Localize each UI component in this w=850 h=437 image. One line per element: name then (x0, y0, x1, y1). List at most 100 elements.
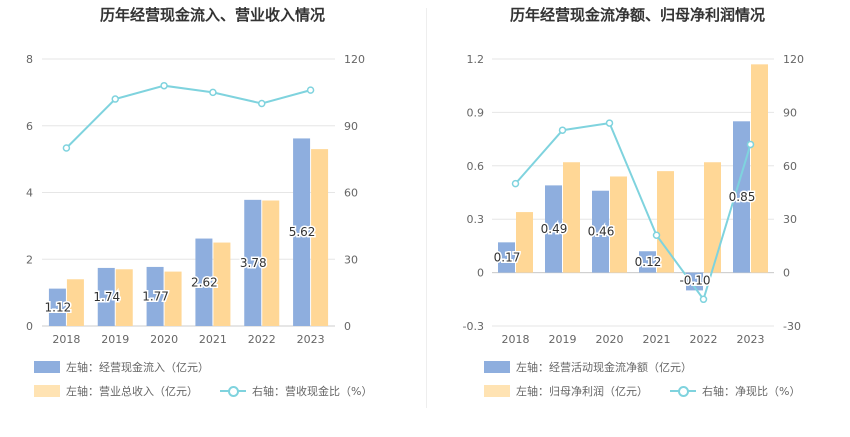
bar-series1 (97, 267, 115, 326)
chart-title-right: 历年经营现金流净额、归母净利润情况 (509, 6, 765, 24)
bar-series1 (195, 238, 213, 326)
bar-series2 (516, 212, 533, 273)
bar-series1 (498, 242, 515, 273)
y-left-tick-label: 1.2 (467, 53, 485, 66)
legend-swatch-line (670, 385, 696, 397)
bar-series1 (639, 251, 656, 273)
data-label: 0.46 (588, 225, 615, 239)
bar-series1 (244, 199, 262, 326)
line-point (558, 126, 567, 134)
x-tick-label: 2022 (690, 333, 718, 346)
y-right-tick-label: -30 (783, 320, 801, 333)
line-point (699, 295, 708, 304)
bar-series2 (704, 162, 721, 273)
legend-item-left-bar1[interactable]: 左轴：经营现金流入（亿元） (34, 359, 209, 375)
y-left-tick-label: 0.9 (467, 106, 485, 119)
bar-series2 (751, 64, 768, 273)
x-tick-label: 2018 (502, 333, 530, 346)
bar-series1 (592, 190, 609, 273)
bar-series1 (48, 288, 66, 326)
data-label: 0.17 (494, 250, 521, 264)
y-right-tick-label: 120 (344, 53, 365, 66)
legend-label: 左轴：归母净利润（亿元） (516, 385, 648, 398)
bar-series2 (657, 171, 674, 273)
y-right-tick-label: 0 (344, 320, 351, 333)
data-label: 1.12 (45, 300, 72, 314)
y-right-tick-label: 90 (344, 120, 358, 133)
bar-series2 (66, 279, 84, 326)
line-series (514, 121, 752, 302)
y-left-tick-label: 0.6 (467, 160, 485, 173)
y-left-tick-label: 8 (26, 53, 33, 66)
bar-series2 (115, 269, 133, 326)
bar-series2 (164, 271, 182, 326)
y-left-tick-label: -0.3 (463, 320, 484, 333)
legend-swatch-line (220, 385, 246, 397)
x-tick-label: 2020 (150, 333, 178, 346)
x-tick-label: 2019 (549, 333, 577, 346)
line-point (62, 144, 71, 152)
bar-series2 (262, 200, 280, 326)
legend-item-right-bar1[interactable]: 左轴：经营活动现金流净额（亿元） (484, 359, 692, 375)
legend-label: 左轴：经营现金流入（亿元） (66, 361, 209, 374)
legend-swatch-bar1 (34, 361, 60, 373)
bar-series2 (563, 162, 580, 273)
data-label: 1.74 (93, 290, 120, 304)
y-right-tick-label: 60 (783, 160, 797, 173)
line-series (65, 84, 311, 149)
line-point (746, 140, 755, 149)
legend-item-left-bar2[interactable]: 左轴：营业总收入（亿元） (34, 383, 198, 399)
y-left-tick-label: 6 (26, 120, 33, 133)
data-label: 0.12 (635, 255, 662, 269)
bar-series2 (610, 176, 627, 273)
data-label: 0.49 (541, 222, 568, 236)
x-tick-label: 2020 (596, 333, 624, 346)
bar-series1 (293, 138, 311, 326)
bar-series1 (686, 272, 703, 291)
bar-series2 (311, 149, 329, 326)
x-tick-label: 2018 (52, 333, 80, 346)
line-point (111, 95, 119, 103)
data-label: 0.85 (729, 190, 756, 204)
line-point (209, 88, 217, 97)
line-point (511, 179, 520, 188)
y-right-tick-label: 90 (783, 106, 797, 119)
data-label: 2.62 (191, 275, 218, 289)
y-left-tick-label: 2 (26, 253, 33, 266)
x-tick-label: 2023 (297, 333, 325, 346)
y-left-tick-label: 0.3 (467, 213, 485, 226)
x-tick-label: 2021 (199, 333, 227, 346)
legend-swatch-bar1 (484, 361, 510, 373)
data-label: 5.62 (289, 225, 316, 239)
line-point (258, 99, 266, 108)
legend-swatch-bar2 (484, 385, 510, 397)
chart-title-left: 历年经营现金流入、营业收入情况 (99, 6, 325, 24)
line-point (306, 86, 315, 94)
x-tick-label: 2021 (643, 333, 671, 346)
bar-series1 (545, 185, 562, 273)
legend-item-left-line[interactable]: 右轴：营收现金比（%） (220, 383, 372, 399)
legend-item-right-bar2[interactable]: 左轴：归母净利润（亿元） (484, 383, 648, 399)
x-tick-label: 2022 (248, 333, 276, 346)
data-label: 3.78 (240, 256, 267, 270)
x-tick-label: 2019 (101, 333, 129, 346)
y-left-tick-label: 4 (26, 187, 33, 200)
bar-series1 (146, 266, 164, 326)
y-right-tick-label: 30 (344, 253, 358, 266)
line-point (652, 231, 661, 239)
legend-swatch-bar2 (34, 385, 60, 397)
x-tick-label: 2023 (737, 333, 765, 346)
line-point (605, 119, 614, 127)
legend-label: 右轴：营收现金比（%） (252, 385, 373, 398)
legend-label: 右轴：净现比（%） (702, 385, 801, 398)
y-right-tick-label: 0 (783, 267, 790, 280)
data-label: -0.10 (679, 274, 710, 288)
panel-divider (426, 8, 427, 408)
data-label: 1.77 (142, 289, 169, 303)
bar-series2 (213, 242, 231, 326)
line-point (160, 81, 168, 90)
y-right-tick-label: 60 (344, 187, 358, 200)
y-left-tick-label: 0 (26, 320, 33, 333)
legend-item-right-line[interactable]: 右轴：净现比（%） (670, 383, 800, 399)
